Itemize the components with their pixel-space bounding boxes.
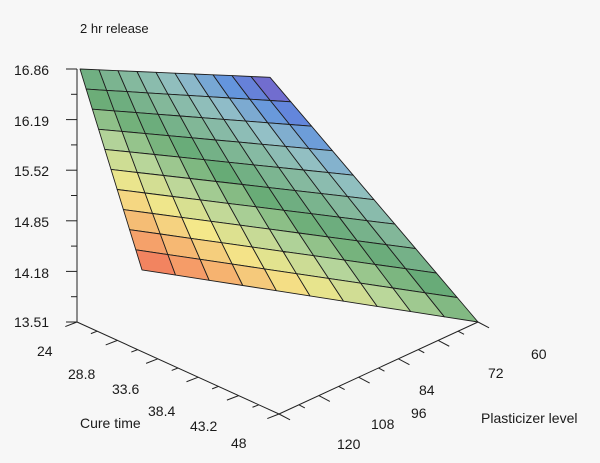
cure-time-minor-tick <box>252 404 259 408</box>
cure-time-major-tick <box>105 339 118 346</box>
plasticizer-major-tick <box>398 358 410 366</box>
cure-time-major-tick <box>65 321 78 328</box>
cure-time-minor-tick <box>90 330 98 335</box>
plasticizer-tick-label: 72 <box>488 365 504 381</box>
z-tick-label: 14.18 <box>14 265 49 281</box>
response-surface <box>79 68 479 323</box>
plasticizer-major-tick <box>278 413 291 421</box>
plasticizer-major-tick <box>358 376 370 384</box>
plasticizer-tick-label: 84 <box>419 382 435 398</box>
cure-time-minor-tick <box>171 367 179 371</box>
cure-time-major-tick <box>186 376 199 383</box>
plasticizer-tick-label: 120 <box>337 436 361 452</box>
plasticizer-tick-label: 96 <box>411 405 427 421</box>
cure-time-minor-tick <box>211 385 219 390</box>
cure-time-tick-label: 48 <box>231 435 247 451</box>
chart-title: 2 hr release <box>80 21 149 36</box>
cure-time-tick-label: 38.4 <box>148 403 175 419</box>
cure-time-tick-label: 33.6 <box>112 381 139 397</box>
cure-time-axis-title: Cure time <box>80 415 141 431</box>
cure-time-tick-label: 28.8 <box>68 366 95 382</box>
plasticizer-major-tick <box>477 321 490 329</box>
z-tick-label: 14.85 <box>14 214 49 230</box>
z-tick-label: 13.51 <box>14 314 49 330</box>
z-tick-label: 15.52 <box>14 163 49 179</box>
cure-time-tick-label: 43.2 <box>190 418 217 434</box>
z-tick-label: 16.19 <box>14 113 49 129</box>
cure-time-minor-tick <box>131 349 138 353</box>
plasticizer-tick-label: 60 <box>531 346 547 362</box>
plasticizer-axis-title: Plasticizer level <box>481 410 577 426</box>
cure-time-major-tick <box>226 395 239 401</box>
cure-time-tick-label: 24 <box>37 343 53 359</box>
tick-marks <box>65 68 490 421</box>
plasticizer-minor-tick <box>418 349 425 354</box>
plasticizer-major-tick <box>318 395 331 402</box>
cure-time-major-tick <box>267 413 280 420</box>
plasticizer-minor-tick <box>338 385 345 390</box>
plasticizer-minor-tick <box>298 404 306 409</box>
plasticizer-tick-label: 108 <box>371 416 395 432</box>
plasticizer-minor-tick <box>457 330 465 335</box>
plasticizer-minor-tick <box>378 367 385 372</box>
cure-time-major-tick <box>145 358 158 364</box>
z-tick-label: 16.86 <box>14 62 49 78</box>
plasticizer-major-tick <box>437 339 450 347</box>
